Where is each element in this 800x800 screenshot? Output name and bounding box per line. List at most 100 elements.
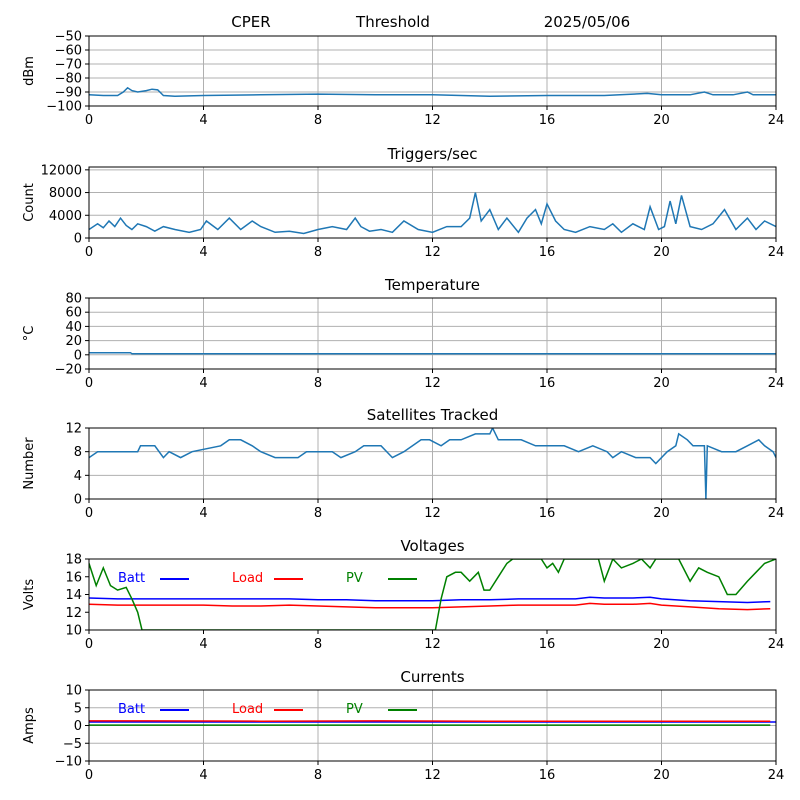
y-axis-label: Volts xyxy=(22,579,37,611)
y-tick-label: 16 xyxy=(65,570,82,585)
chart-title: Temperature xyxy=(384,276,480,294)
x-tick-label: 4 xyxy=(199,506,207,521)
header-date: 2025/05/06 xyxy=(544,13,630,31)
header-mode: Threshold xyxy=(355,13,430,31)
x-tick-label: 20 xyxy=(653,245,670,260)
x-tick-label: 16 xyxy=(539,376,556,391)
legend-label-pv: PV xyxy=(346,702,363,717)
y-tick-label: −50 xyxy=(55,30,82,45)
chart-title: Voltages xyxy=(400,537,464,555)
chart-panel-5: 0 4 8 12 16 20 24 10 12 14 16 18 Voltages Volts Batt Lo… xyxy=(22,537,784,652)
series-line-batt xyxy=(89,596,771,604)
x-tick-label: 0 xyxy=(85,506,93,521)
y-axis-label: Amps xyxy=(22,707,37,744)
y-tick-label: 8 xyxy=(74,445,82,460)
series-line-1 xyxy=(89,428,776,499)
y-tick-label: −70 xyxy=(55,58,82,73)
x-tick-label: 4 xyxy=(199,637,207,652)
header-site: CPER xyxy=(231,13,270,31)
x-tick-label: 12 xyxy=(424,506,441,521)
chart-panel-1: 0 4 8 12 16 20 24 −100−90−80−70−60−50 dBm xyxy=(22,30,784,129)
x-tick-label: 16 xyxy=(539,637,556,652)
x-tick-label: 24 xyxy=(768,245,785,260)
x-tick-label: 16 xyxy=(539,768,556,783)
x-tick-label: 12 xyxy=(424,113,441,128)
y-axis-label: Count xyxy=(22,183,37,222)
series-line-1 xyxy=(89,86,776,97)
x-tick-label: 0 xyxy=(85,245,93,260)
y-tick-label: 10 xyxy=(65,684,82,699)
x-tick-label: 8 xyxy=(314,113,322,128)
x-tick-label: 12 xyxy=(424,637,441,652)
x-tick-label: 24 xyxy=(768,506,785,521)
y-tick-label: 40 xyxy=(65,320,82,335)
x-tick-label: 24 xyxy=(768,376,785,391)
x-tick-label: 0 xyxy=(85,376,93,391)
y-tick-label: 14 xyxy=(65,588,82,603)
x-tick-label: 4 xyxy=(199,376,207,391)
series-line-1 xyxy=(89,192,776,235)
series-line-load xyxy=(89,602,771,611)
y-tick-label: 80 xyxy=(65,292,82,307)
y-tick-label: 0 xyxy=(74,493,82,508)
y-axis-label: °C xyxy=(22,326,37,342)
y-tick-label: 12 xyxy=(65,422,82,437)
x-tick-label: 20 xyxy=(653,376,670,391)
chart-title: Currents xyxy=(400,668,464,686)
y-tick-label: −100 xyxy=(46,100,82,115)
x-tick-label: 0 xyxy=(85,637,93,652)
y-tick-label: 10 xyxy=(65,624,82,639)
x-tick-label: 0 xyxy=(85,113,93,128)
chart-title: Satellites Tracked xyxy=(367,406,498,424)
chart-panel-6: 0 4 8 12 16 20 24 −10 −5 0 5 10 Currents Amps Batt Load… xyxy=(22,668,784,783)
x-tick-label: 12 xyxy=(424,245,441,260)
y-tick-label: 12 xyxy=(65,606,82,621)
y-axis-label: dBm xyxy=(22,56,37,86)
y-tick-label: −90 xyxy=(55,86,82,101)
y-tick-label: −20 xyxy=(55,363,82,378)
x-tick-label: 8 xyxy=(314,245,322,260)
chart-title: Triggers/sec xyxy=(387,145,478,163)
y-tick-label: −5 xyxy=(63,737,82,752)
y-tick-label: 0 xyxy=(74,719,82,734)
series-line-1 xyxy=(89,351,776,355)
x-tick-label: 24 xyxy=(768,113,785,128)
plot-frame xyxy=(88,558,777,631)
legend-label-batt: Batt xyxy=(118,702,145,717)
x-tick-label: 0 xyxy=(85,768,93,783)
x-tick-label: 4 xyxy=(199,113,207,128)
legend-label-load: Load xyxy=(232,702,263,717)
legend-label-pv: PV xyxy=(346,571,363,586)
y-tick-label: 5 xyxy=(74,701,82,716)
y-tick-label: −60 xyxy=(55,44,82,59)
y-tick-label: −80 xyxy=(55,72,82,87)
x-tick-label: 4 xyxy=(199,768,207,783)
legend-label-batt: Batt xyxy=(118,571,145,586)
y-tick-label: 0 xyxy=(74,348,82,363)
x-tick-label: 20 xyxy=(653,113,670,128)
x-tick-label: 12 xyxy=(424,376,441,391)
x-tick-label: 20 xyxy=(653,768,670,783)
series-line-pv xyxy=(89,559,776,630)
x-tick-label: 4 xyxy=(199,245,207,260)
x-tick-label: 20 xyxy=(653,637,670,652)
chart-panel-2: 0 4 8 12 16 20 24 0 4000 8000 12000 Triggers/sec Cou… xyxy=(22,145,784,260)
chart-panel-4: 0 4 8 12 16 20 24 0 4 8 12 Satellites Tracked Number xyxy=(22,406,784,521)
x-tick-label: 16 xyxy=(539,113,556,128)
legend-label-load: Load xyxy=(232,571,263,586)
y-tick-label: 8000 xyxy=(49,186,82,201)
x-tick-label: 24 xyxy=(768,768,785,783)
x-tick-label: 8 xyxy=(314,637,322,652)
y-axis-label: Number xyxy=(22,437,37,490)
x-tick-label: 16 xyxy=(539,245,556,260)
y-tick-label: 20 xyxy=(65,334,82,349)
x-tick-label: 8 xyxy=(314,506,322,521)
y-tick-label: 4000 xyxy=(49,209,82,224)
y-tick-label: 0 xyxy=(74,232,82,247)
x-tick-label: 8 xyxy=(314,376,322,391)
x-tick-label: 20 xyxy=(653,506,670,521)
y-tick-label: 18 xyxy=(65,553,82,568)
